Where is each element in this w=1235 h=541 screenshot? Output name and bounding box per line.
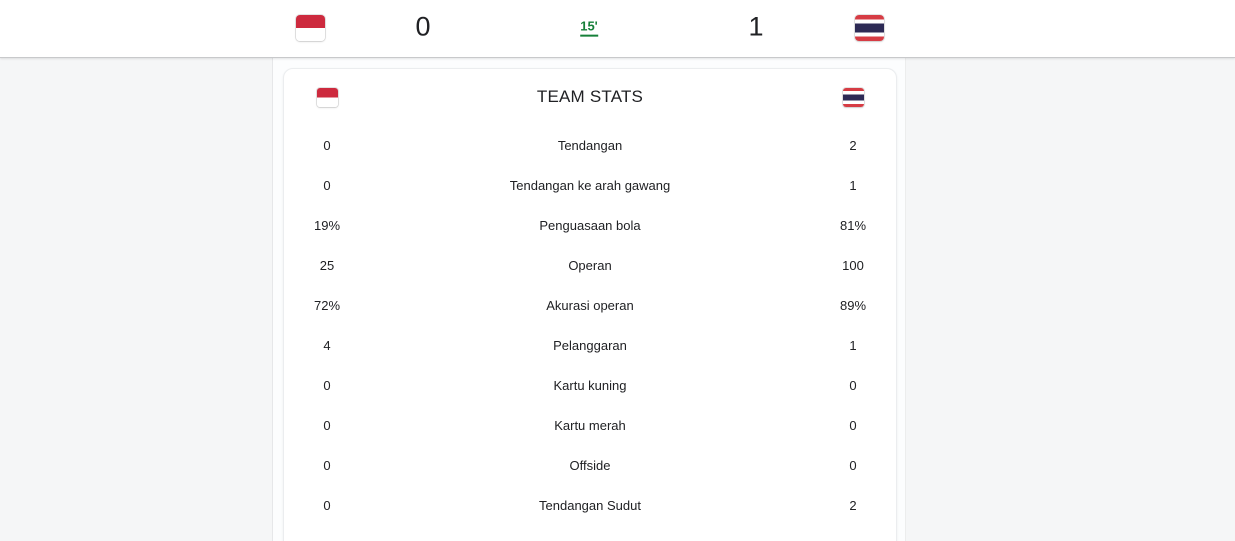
home-stat-value: 0 <box>323 457 331 473</box>
stat-label: Penguasaan bola <box>539 217 641 233</box>
stat-row-fouls: 4 Pelanggaran 1 <box>284 325 896 365</box>
away-stat-value: 1 <box>849 177 857 193</box>
stat-row-shots: 0 Tendangan 2 <box>284 125 896 165</box>
home-score: 0 <box>415 11 431 42</box>
away-stat-value: 1 <box>849 337 857 353</box>
away-stat-value: 2 <box>849 497 857 513</box>
thailand-flag-icon <box>842 87 864 107</box>
stat-label: Akurasi operan <box>546 297 634 313</box>
stat-label: Tendangan Sudut <box>539 497 641 513</box>
team-stats-card: TEAM STATS 0 Tendangan 2 0 Tendangan ke … <box>283 68 897 541</box>
stat-row-shots-on-target: 0 Tendangan ke arah gawang 1 <box>284 165 896 205</box>
stat-row-offside: 0 Offside 0 <box>284 445 896 485</box>
away-stat-value: 81% <box>839 217 867 233</box>
home-stat-value: 0 <box>323 417 331 433</box>
home-stat-value: 0 <box>323 137 331 153</box>
away-stat-value: 0 <box>849 457 857 473</box>
stat-row-possession: 19% Penguasaan bola 81% <box>284 205 896 245</box>
stat-label: Tendangan ke arah gawang <box>509 177 671 193</box>
home-flag-cell <box>284 87 370 107</box>
scoreboard: 0 15' 1 <box>272 0 906 56</box>
stat-row-passes: 25 Operan 100 <box>284 245 896 285</box>
team-stats-card-header: TEAM STATS <box>284 69 896 125</box>
away-stat-value: 2 <box>849 137 857 153</box>
indonesia-flag-icon <box>296 15 325 41</box>
stat-row-yellow-cards: 0 Kartu kuning 0 <box>284 365 896 405</box>
stat-label: Operan <box>568 257 612 273</box>
away-stat-value: 0 <box>849 417 857 433</box>
match-score-header: 0 15' 1 <box>0 0 1235 58</box>
away-flag-cell <box>810 87 896 107</box>
home-stat-value: 0 <box>323 377 331 393</box>
thailand-flag-icon <box>855 15 884 41</box>
home-stat-value: 4 <box>323 337 331 353</box>
match-time-link[interactable]: 15' <box>580 19 598 37</box>
stat-label: Tendangan <box>557 137 623 153</box>
home-stat-value: 25 <box>319 257 335 273</box>
home-stat-value: 19% <box>313 217 341 233</box>
stat-row-red-cards: 0 Kartu merah 0 <box>284 405 896 445</box>
home-stat-value: 0 <box>323 497 331 513</box>
stat-label: Pelanggaran <box>553 337 627 353</box>
indonesia-flag-icon <box>316 87 338 107</box>
away-stat-value: 89% <box>839 297 867 313</box>
home-stat-value: 0 <box>323 177 331 193</box>
stat-label: Kartu kuning <box>553 377 627 393</box>
stat-row-corner-kicks: 0 Tendangan Sudut 2 <box>284 485 896 525</box>
stat-label: Offside <box>569 457 611 473</box>
card-title: TEAM STATS <box>536 87 644 106</box>
stat-row-pass-accuracy: 72% Akurasi operan 89% <box>284 285 896 325</box>
away-stat-value: 0 <box>849 377 857 393</box>
away-score: 1 <box>748 11 764 42</box>
away-stat-value: 100 <box>842 257 864 273</box>
home-stat-value: 72% <box>313 297 341 313</box>
stat-label: Kartu merah <box>554 417 626 433</box>
